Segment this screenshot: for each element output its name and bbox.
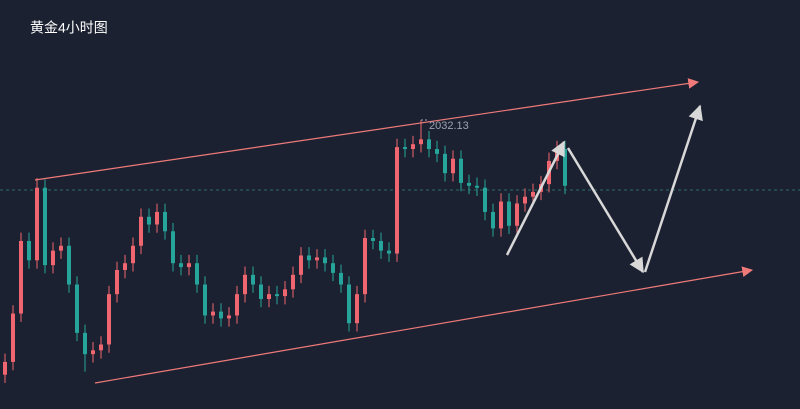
candle-body xyxy=(523,196,527,204)
candle-body xyxy=(371,238,375,241)
candle-body xyxy=(187,263,191,268)
chart-title: 黄金4小时图 xyxy=(30,20,108,36)
high-annotation: 2032.13 xyxy=(429,120,469,132)
candle-body xyxy=(323,257,327,264)
candle-body xyxy=(11,313,15,362)
candle-body xyxy=(83,332,87,355)
candle-body xyxy=(115,269,119,295)
candle-body xyxy=(427,139,431,150)
candle-body xyxy=(35,187,39,261)
projection-arrow xyxy=(566,147,645,274)
candle-body xyxy=(459,158,463,183)
candle-body xyxy=(395,147,399,254)
candle-body xyxy=(411,144,415,150)
candle-body xyxy=(299,255,303,275)
candle-body xyxy=(171,231,175,264)
candle-body xyxy=(563,149,567,186)
candle-body xyxy=(91,350,95,355)
candle-body xyxy=(443,153,447,174)
candle-body xyxy=(227,315,231,319)
upper-trend-line xyxy=(34,78,700,181)
candle-body xyxy=(499,201,503,229)
candle-body xyxy=(363,238,367,295)
candle-body xyxy=(435,149,439,154)
candle-body xyxy=(491,211,495,229)
candle-body xyxy=(267,294,271,300)
candle-body xyxy=(139,216,143,246)
candle-body xyxy=(355,294,359,324)
candle-body xyxy=(515,203,519,226)
candle-body xyxy=(107,294,111,345)
candle-body xyxy=(243,274,247,295)
candle-body xyxy=(507,201,511,226)
candle-body xyxy=(403,147,407,150)
candle-body xyxy=(307,255,311,261)
candle-body xyxy=(451,158,455,174)
candle-body xyxy=(3,361,7,375)
candle-body xyxy=(387,250,391,254)
candle-body xyxy=(27,240,31,261)
candle-body xyxy=(59,245,63,251)
candle-body xyxy=(259,284,263,300)
candle-body xyxy=(195,263,199,285)
candle-body xyxy=(131,245,135,264)
candle-body xyxy=(419,139,423,145)
candle-body xyxy=(219,311,223,319)
candle-body xyxy=(99,344,103,351)
projection-arrow xyxy=(505,140,566,256)
candles xyxy=(3,119,567,383)
candle-body xyxy=(147,216,151,225)
candle-body xyxy=(43,187,47,266)
candle-body xyxy=(203,284,207,316)
candle-body xyxy=(19,240,23,314)
candle-body xyxy=(51,250,55,266)
candle-body xyxy=(291,274,295,290)
candle-body xyxy=(235,294,239,316)
candle-body xyxy=(315,257,319,261)
candle-body xyxy=(163,211,167,232)
candle-body xyxy=(179,263,183,268)
candle-body xyxy=(483,187,487,212)
candle-body xyxy=(75,284,79,333)
candle-body xyxy=(251,274,255,285)
candle-body xyxy=(347,284,351,324)
candle-body xyxy=(339,272,343,285)
candle-body xyxy=(155,211,159,225)
candle-body xyxy=(67,245,71,285)
candle-body xyxy=(331,263,335,273)
candle-body xyxy=(467,182,471,186)
projection-arrow xyxy=(643,104,703,273)
candle-body xyxy=(475,185,479,188)
candle-body xyxy=(211,311,215,316)
candle-body xyxy=(275,294,279,297)
candle-body xyxy=(531,191,535,197)
lower-trend-line xyxy=(94,266,754,384)
candle-body xyxy=(123,263,127,270)
candle-body xyxy=(379,240,383,251)
candle-body xyxy=(283,289,287,297)
